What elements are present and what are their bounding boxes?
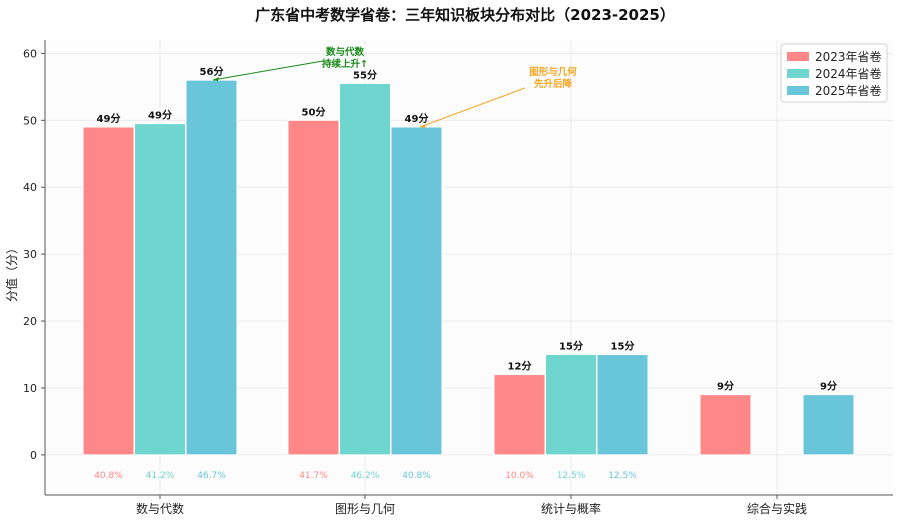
bar	[390, 126, 443, 456]
annotation-arrowhead	[420, 124, 426, 128]
x-tick-label: 图形与几何	[335, 502, 395, 516]
value-label: 15分	[559, 339, 583, 352]
annotation-text: 数与代数	[325, 46, 365, 58]
bar	[82, 126, 135, 456]
bar	[596, 353, 649, 456]
annotation-arrowhead	[213, 77, 219, 81]
percent-label: 10.0%	[505, 471, 534, 481]
bar	[699, 394, 752, 456]
value-label: 9分	[820, 380, 837, 393]
x-tick-label: 综合与实践	[747, 501, 807, 516]
legend-swatch	[787, 69, 809, 78]
value-label: 49分	[148, 109, 172, 122]
annotation-arrow	[212, 60, 324, 81]
bars	[82, 79, 855, 456]
chart-title: 广东省中考数学省卷：三年知识板块分布对比（2023-2025）	[255, 6, 675, 24]
value-label: 49分	[97, 112, 121, 125]
percent-label: 41.2%	[146, 471, 175, 481]
bar	[493, 374, 546, 456]
annotation-arrow	[419, 87, 526, 128]
bar	[802, 394, 855, 456]
legend-swatch	[787, 52, 809, 61]
bar	[134, 123, 186, 456]
x-tick-label: 数与代数	[136, 501, 184, 516]
percent-label: 12.5%	[608, 471, 637, 481]
y-tick-label: 10	[23, 382, 37, 395]
value-label: 12分	[508, 360, 532, 373]
x-tick-label: 统计与概率	[541, 501, 601, 516]
value-label: 55分	[353, 68, 377, 81]
y-tick-label: 20	[23, 315, 37, 328]
value-label: 15分	[611, 339, 635, 352]
legend-label: 2023年省卷	[815, 49, 882, 64]
annotation-text: 图形与几何	[529, 66, 577, 78]
bar	[185, 79, 238, 456]
data-labels: 49分 40.8% 50分 41.7% 12分 10.0% 9分 49分 41.2% 55分 46.…	[94, 65, 837, 481]
legend: 2023年省卷 2024年省卷 2025年省卷	[780, 43, 888, 103]
percent-label: 46.2%	[351, 471, 380, 481]
legend-label: 2024年省卷	[815, 66, 882, 81]
bar	[339, 82, 391, 456]
value-label: 49分	[405, 112, 429, 125]
percent-label: 40.8%	[94, 471, 123, 481]
percent-label: 41.7%	[299, 471, 328, 481]
y-tick-label: 50	[23, 114, 37, 127]
y-axis-label: 分值（分）	[4, 242, 19, 302]
value-label: 9分	[717, 380, 734, 393]
bar	[545, 353, 597, 456]
y-tick-label: 40	[23, 181, 37, 194]
y-tick-label: 30	[23, 248, 37, 261]
percent-label: 12.5%	[557, 471, 586, 481]
y-tick-label: 0	[30, 449, 37, 462]
legend-label: 2025年省卷	[815, 83, 882, 98]
annotation-text: 先升后降	[534, 78, 573, 90]
percent-label: 40.8%	[402, 471, 431, 481]
legend-swatch	[787, 86, 809, 95]
bar	[287, 119, 340, 456]
value-label: 50分	[302, 105, 326, 118]
value-label: 56分	[200, 65, 224, 78]
annotation-text: 持续上升↑	[322, 58, 368, 70]
percent-label: 46.7%	[197, 471, 226, 481]
y-tick-label: 60	[23, 47, 37, 60]
